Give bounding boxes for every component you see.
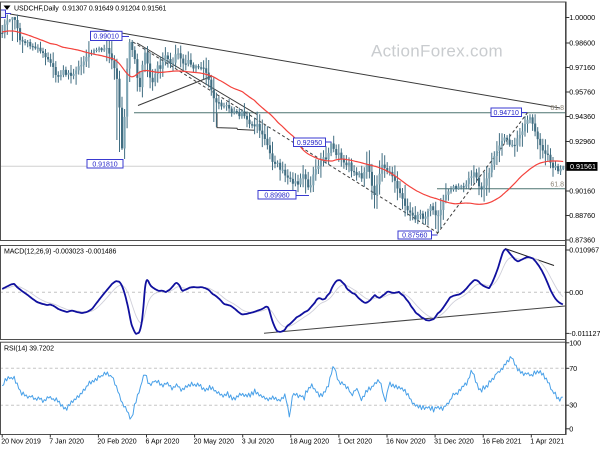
svg-text:0.87560: 0.87560 xyxy=(402,233,427,240)
svg-text:3 Jul 2020: 3 Jul 2020 xyxy=(242,439,274,446)
svg-text:30: 30 xyxy=(569,401,577,410)
svg-text:70: 70 xyxy=(569,364,577,373)
svg-text:1 Oct 2020: 1 Oct 2020 xyxy=(338,439,372,446)
svg-text:0.92950: 0.92950 xyxy=(297,140,322,147)
svg-text:0.89980: 0.89980 xyxy=(264,192,289,199)
svg-text:0: 0 xyxy=(569,424,573,433)
svg-text:RSI(14) 39.7202: RSI(14) 39.7202 xyxy=(4,345,54,352)
svg-text:ActionForex.com: ActionForex.com xyxy=(371,42,503,61)
svg-text:0.92960: 0.92960 xyxy=(569,137,595,146)
svg-text:0.97160: 0.97160 xyxy=(569,63,595,72)
svg-text:18 Aug 2020: 18 Aug 2020 xyxy=(290,439,329,446)
svg-text:0.91561: 0.91561 xyxy=(570,162,596,171)
svg-text:31 Dec 2020: 31 Dec 2020 xyxy=(434,439,474,446)
svg-text:USDCHF,Daily 0.91307 0.91649: USDCHF,Daily 0.91307 0.91649 0.91204 0.9… xyxy=(14,6,167,13)
svg-text:16 Nov 2020: 16 Nov 2020 xyxy=(386,439,426,446)
svg-text:1.00000: 1.00000 xyxy=(569,13,595,22)
svg-text:20 Feb 2020: 20 Feb 2020 xyxy=(97,439,136,446)
svg-text:0.010967: 0.010967 xyxy=(569,246,599,255)
svg-text:1 Apr 2021: 1 Apr 2021 xyxy=(530,439,564,446)
svg-text:0.91810: 0.91810 xyxy=(92,161,117,168)
svg-text:0.00: 0.00 xyxy=(569,288,583,297)
svg-text:20 Nov 2019: 20 Nov 2019 xyxy=(1,439,41,446)
svg-text:-0.011127: -0.011127 xyxy=(569,329,600,338)
svg-text:0.88760: 0.88760 xyxy=(569,211,595,220)
svg-text:0.94360: 0.94360 xyxy=(569,112,595,121)
svg-text:16 Feb 2021: 16 Feb 2021 xyxy=(482,439,521,446)
svg-text:7 Jan 2020: 7 Jan 2020 xyxy=(49,439,84,446)
svg-text:0.94710: 0.94710 xyxy=(494,110,519,117)
svg-text:20 May 2020: 20 May 2020 xyxy=(194,439,235,446)
svg-text:0.95760: 0.95760 xyxy=(569,88,595,97)
svg-text:100: 100 xyxy=(569,338,581,347)
svg-text:6 Apr 2020: 6 Apr 2020 xyxy=(146,439,180,446)
svg-text:61.8: 61.8 xyxy=(550,182,564,189)
svg-text:0.87360: 0.87360 xyxy=(569,236,595,245)
svg-text:0.90160: 0.90160 xyxy=(569,187,595,196)
svg-text:61.8: 61.8 xyxy=(550,105,564,112)
svg-text:0.99010: 0.99010 xyxy=(94,34,119,41)
svg-text:0.98600: 0.98600 xyxy=(569,39,595,48)
svg-text:MACD(12,26,9) -0.003023 -0.001: MACD(12,26,9) -0.003023 -0.001486 xyxy=(4,249,116,256)
